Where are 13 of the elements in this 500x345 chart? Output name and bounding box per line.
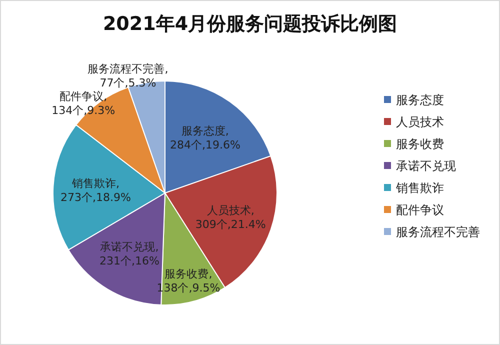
legend-label: 服务态度 bbox=[396, 93, 444, 107]
data-label: 服务流程不完善, 77个,5.3% bbox=[88, 62, 168, 90]
data-label: 服务态度, 284个,19.6% bbox=[170, 124, 240, 152]
data-label: 销售欺诈, 273个,18.9% bbox=[60, 176, 131, 204]
legend-label: 配件争议 bbox=[396, 203, 444, 217]
legend-label: 承诺不兑现 bbox=[396, 159, 456, 173]
legend-label: 服务流程不完善 bbox=[396, 225, 480, 239]
data-label: 人员技术, 309个,21.4% bbox=[195, 204, 266, 231]
legend-label: 人员技术 bbox=[396, 115, 444, 129]
legend-label: 服务收费 bbox=[396, 137, 444, 151]
data-label: 承诺不兑现, 231个,16% bbox=[100, 240, 160, 268]
chart-title: 2021年4月份服务问题投诉比例图 bbox=[102, 13, 398, 35]
legend-label: 销售欺诈 bbox=[395, 181, 444, 195]
